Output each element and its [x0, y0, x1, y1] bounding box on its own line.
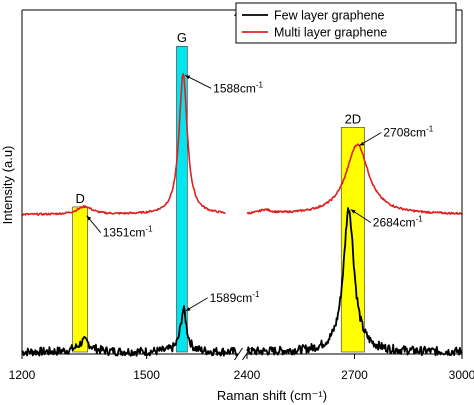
axis-break-mark-bottom: [234, 347, 243, 361]
y-axis-title: Intensity (a.u): [0, 146, 15, 225]
annotation-arrowhead: [185, 307, 191, 311]
legend-box: [235, 2, 457, 44]
x-tick-label: 1500: [133, 368, 160, 382]
peak-label-1588: 1588cm-1: [213, 80, 263, 95]
legend-entry: Few layer graphene: [274, 9, 385, 23]
band-g: [176, 45, 188, 353]
x-tick-label: 2700: [341, 368, 368, 382]
peak-annotations: 1588cm-1 1351cm-1 2708cm-1 2684cm-1 1589cm-1: [86, 74, 434, 312]
annotation-arrowhead: [185, 75, 191, 80]
legend-entry: Multi layer graphene: [274, 26, 387, 40]
annotation-arrowhead: [86, 215, 92, 221]
series-line-multi-layer-seg2: [246, 143, 463, 216]
annotation-arrowhead: [350, 209, 356, 214]
band-label-g: G: [177, 30, 187, 45]
series-line-few-layer-seg1: [21, 305, 239, 357]
x-tick-label: 3000: [449, 368, 474, 382]
legend: Few layer graphene Multi layer graphene: [235, 2, 457, 44]
peak-label-1351: 1351cm-1: [103, 225, 153, 240]
band-label-d: D: [75, 191, 84, 206]
band-d: [72, 206, 88, 353]
x-tick-label: 2400: [234, 368, 261, 382]
x-axis-title: Raman shift (cm⁻¹): [217, 388, 327, 403]
peak-label-2708: 2708cm-1: [383, 125, 433, 140]
peak-label-1589: 1589cm-1: [210, 290, 260, 305]
series-line-multi-layer-seg1: [21, 73, 226, 216]
annotation-arrow: [184, 74, 212, 89]
axis-break-mark-bottom: [242, 347, 251, 361]
band-label-2d: 2D: [345, 111, 362, 126]
x-tick-label: 1200: [9, 368, 36, 382]
peak-label-2684: 2684cm-1: [373, 214, 423, 229]
annotation-arrowhead: [359, 141, 365, 146]
